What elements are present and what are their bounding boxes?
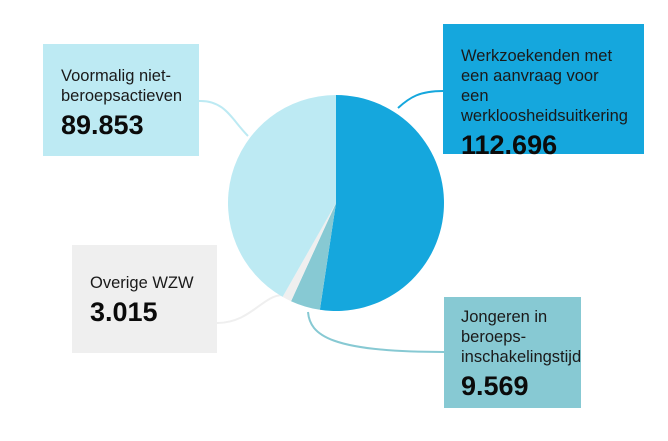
callout-value: 3.015 xyxy=(90,297,158,327)
pie-slices xyxy=(227,95,445,311)
pie-slice-vnb xyxy=(227,95,336,297)
callout-voormalig-niet-beroepsactieven: Voormalig niet- beroepsactieven 89.853 xyxy=(43,44,199,156)
connector-line-wz xyxy=(397,90,444,109)
pie-slice-ow xyxy=(282,203,336,302)
callout-overige-wzw: Overige WZW 3.015 xyxy=(72,245,217,353)
callout-value: 9.569 xyxy=(461,371,529,401)
callout-value: 112.696 xyxy=(461,130,558,160)
callout-label: Overige WZW xyxy=(90,274,194,292)
callout-value: 89.853 xyxy=(61,110,144,140)
callout-jongeren-beroepsinschakelingstijd: Jongeren in beroeps- inschakelingstijd 9… xyxy=(444,297,581,408)
callout-label: Voormalig niet- beroepsactieven xyxy=(61,67,183,105)
connector-line-vnb xyxy=(198,99,249,137)
pie-slice-wz xyxy=(319,95,445,311)
callout-werkzoekenden: Werkzoekenden met een aanvraag voor een … xyxy=(443,24,644,160)
callout-label: Werkzoekenden met een aanvraag voor een … xyxy=(461,47,628,125)
connector-line-ow xyxy=(216,294,283,324)
pie-slice-jb xyxy=(291,203,336,310)
callout-label: Jongeren in beroeps- inschakelingstijd xyxy=(461,308,582,366)
connector-line-jb xyxy=(307,311,445,353)
